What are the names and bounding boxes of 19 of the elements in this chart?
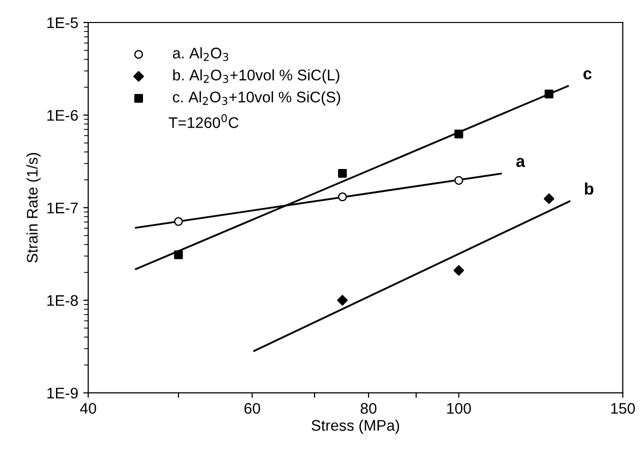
annotation: T=1260$^{0}$C [168,114,238,128]
legend-label: c. Al$_{2}$O$_{3}$+10vol % SiC(S) [172,91,340,106]
series-label: a [516,158,526,168]
x-tick-label: 150 [611,402,635,414]
x-tick-label: 80 [360,402,376,414]
y-tick-label: 1E-9 [47,388,78,399]
legend-label: b. Al$_{2}$O$_{3}$+10vol % SiC(L) [173,69,340,84]
series-label: b [584,182,594,195]
legend-label: a. Al$_{2}$O$_{3}$ [172,47,228,62]
y-tick-label: 1E-6 [47,110,78,121]
x-axis-title: Stress (MPa) [312,420,400,434]
y-axis-title: Strain Rate (1/s) [26,153,41,263]
x-tick-label: 40 [80,402,96,414]
y-tick-label: 1E-5 [47,18,78,28]
x-tick-label: 60 [244,402,260,414]
x-tick-label: 100 [447,402,471,414]
series-label: c [583,70,592,80]
y-tick-label: 1E-7 [47,202,78,214]
y-tick-label: 1E-8 [47,295,78,306]
